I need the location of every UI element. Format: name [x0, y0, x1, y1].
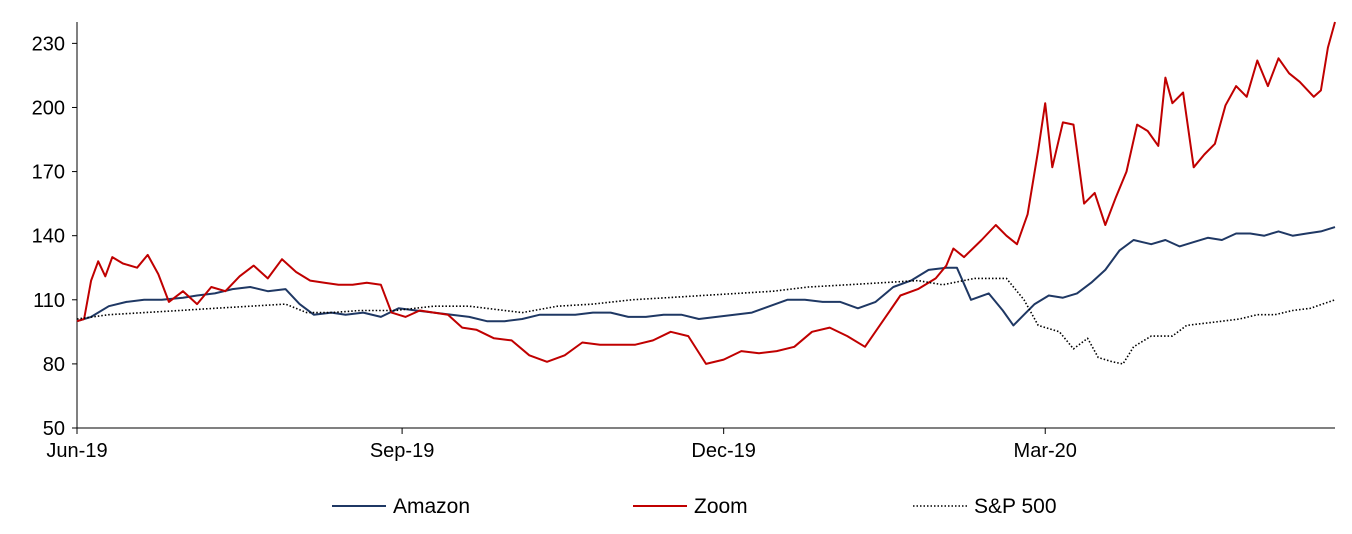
series-line-amazon — [76, 226, 1336, 327]
legend-label: S&P 500 — [974, 495, 1057, 518]
series-line-s-p-500 — [76, 277, 1336, 365]
x-tick-label: Sep-19 — [370, 440, 435, 462]
x-tick-label: Mar-20 — [1014, 440, 1077, 462]
y-tick-label: 80 — [43, 354, 65, 376]
x-tick-label: Jun-19 — [46, 440, 107, 462]
chart-legend: Amazon Zoom S&P 500 — [332, 495, 1057, 518]
legend-label: Amazon — [393, 495, 470, 518]
y-tick-label: 230 — [32, 33, 65, 55]
legend-label: Zoom — [694, 495, 748, 518]
y-tick-label: 200 — [32, 97, 65, 119]
series-layer — [76, 21, 1336, 365]
series-line-zoom — [76, 21, 1336, 365]
y-tick-label: 140 — [32, 226, 65, 248]
y-tick-label: 50 — [43, 418, 65, 440]
chart-axes: 50 80 110 140 170 200 230 Jun-19 Sep-19 Dec-19 Mar… — [32, 22, 1335, 462]
y-tick-label: 110 — [33, 290, 65, 312]
y-tick-label: 170 — [32, 162, 65, 184]
x-tick-label: Dec-19 — [691, 440, 755, 462]
